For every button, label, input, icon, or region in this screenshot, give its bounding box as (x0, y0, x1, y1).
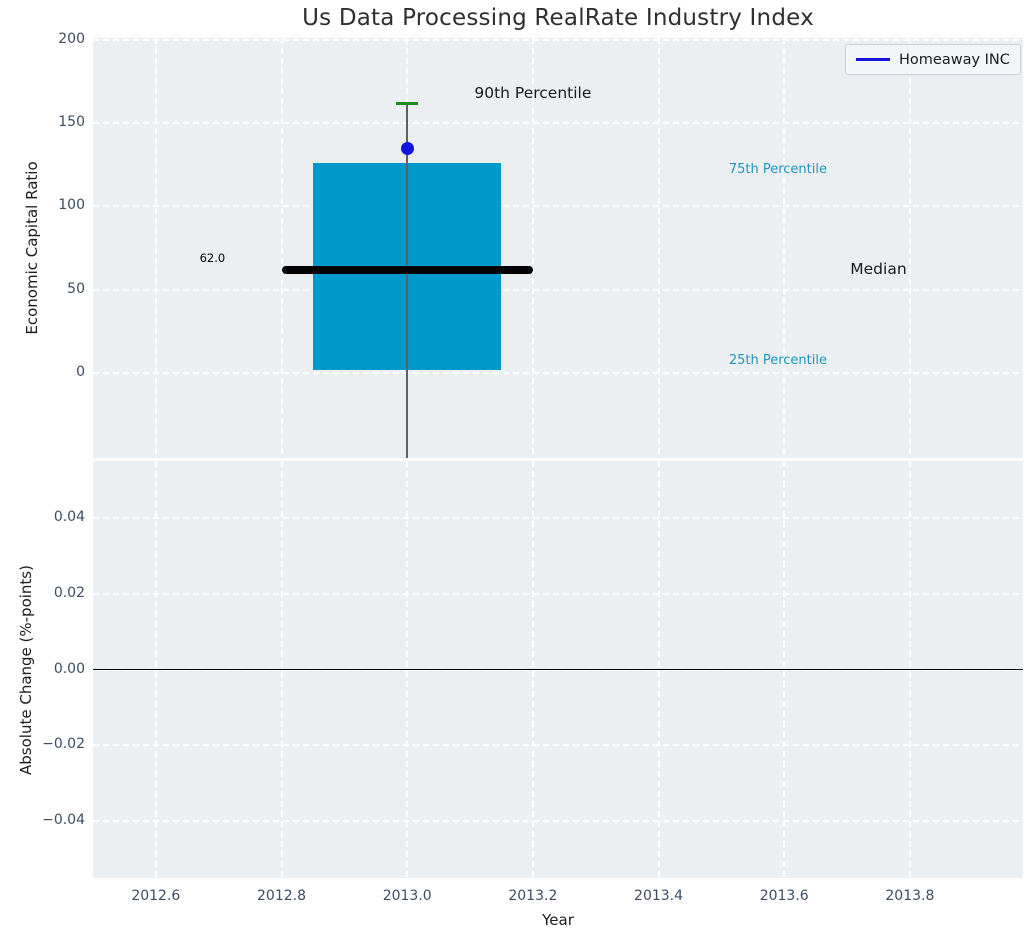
x-tick-label: 2013.4 (634, 888, 684, 904)
x-tick-label: 2013.0 (382, 888, 432, 904)
y-gridline (93, 38, 1023, 41)
annotation-25th-percentile: 25th Percentile (728, 352, 827, 368)
y-gridline (93, 288, 1023, 291)
legend-line-sample (856, 58, 890, 61)
y-tick-label: 0.00 (53, 660, 85, 677)
y-tick-label: 50 (67, 280, 85, 297)
x-tick-label: 2012.8 (257, 888, 306, 904)
top-y-axis-label: Economic Capital Ratio (23, 161, 41, 335)
x-gridline (531, 38, 534, 458)
x-tick-label: 2013.6 (759, 888, 809, 904)
x-gridline (657, 38, 660, 458)
y-tick-label: −0.02 (42, 736, 85, 753)
y-gridline (93, 205, 1023, 208)
y-gridline (93, 592, 1023, 595)
legend-label: Homeaway INC (899, 51, 1010, 68)
y-tick-label: 100 (58, 197, 85, 214)
y-gridline (93, 372, 1023, 374)
annotation-75th-percentile: 75th Percentile (728, 161, 827, 177)
x-gridline (280, 38, 283, 458)
y-tick-label: 0 (76, 364, 85, 380)
y-tick-label: −0.04 (42, 812, 85, 829)
x-gridline (908, 38, 911, 458)
company-point (400, 141, 414, 155)
x-tick-label: 2012.6 (131, 888, 181, 904)
y-gridline (93, 516, 1023, 519)
y-tick-label: 0.02 (53, 584, 85, 601)
whisker-line (406, 103, 409, 458)
y-tick-label: 200 (58, 30, 85, 47)
x-gridline (783, 38, 786, 458)
annotation-90th-percentile: 90th Percentile (474, 83, 592, 102)
annotation-62-0: 62.0 (199, 251, 226, 266)
y-gridline (93, 820, 1023, 823)
x-tick-label: 2013.2 (508, 888, 558, 904)
x-tick-label: 2013.8 (885, 888, 935, 904)
p90-cap (396, 101, 419, 105)
top-plot-area (93, 38, 1023, 458)
zero-line (93, 668, 1023, 671)
annotation-median: Median (850, 260, 907, 279)
median-line (281, 265, 533, 274)
y-tick-label: 0.04 (53, 508, 85, 525)
y-gridline (93, 122, 1023, 124)
y-gridline (93, 744, 1023, 747)
x-axis-label: Year (542, 911, 574, 929)
x-gridline (154, 38, 157, 458)
y-tick-label: 150 (58, 114, 85, 130)
legend: Homeaway INC (845, 44, 1021, 75)
chart-title: Us Data Processing RealRate Industry Ind… (302, 5, 814, 31)
